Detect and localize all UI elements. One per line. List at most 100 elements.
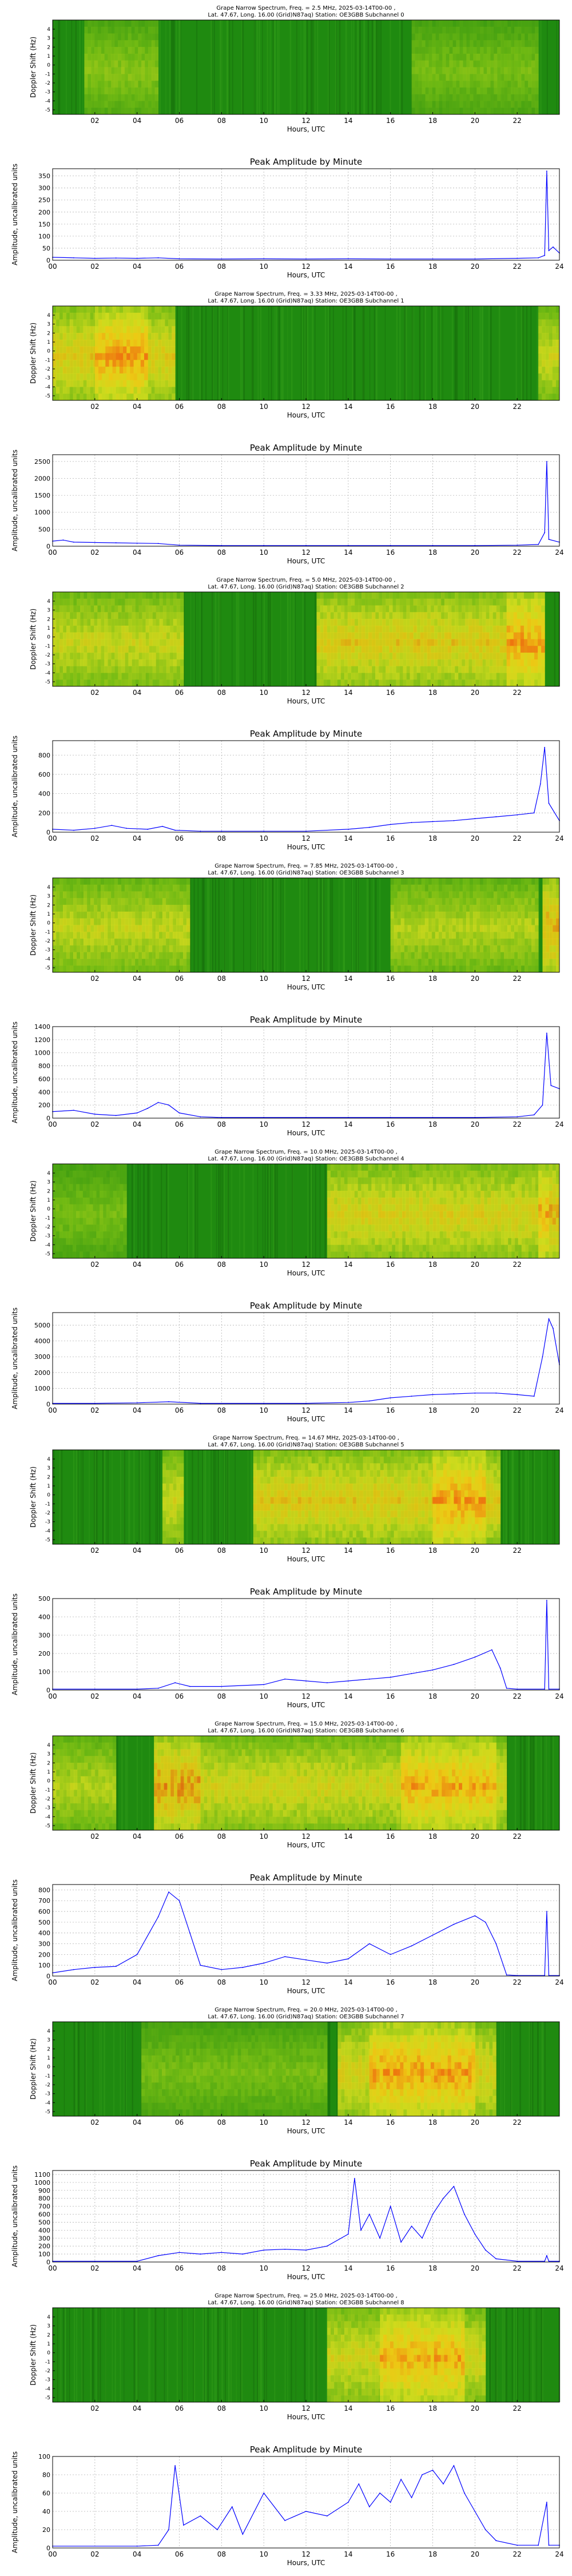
heatmap-cell-1	[407, 639, 411, 646]
heatmap-cell-1	[419, 67, 422, 74]
heatmap-cell-1	[465, 659, 469, 666]
heatmap-cell-1	[320, 619, 324, 626]
heatmap-cell-1	[123, 387, 127, 393]
heatmap-cell-0	[156, 939, 159, 945]
texture-stripe	[201, 592, 202, 686]
heatmap-cell-1	[396, 673, 400, 679]
heatmap-cell-1	[362, 673, 366, 679]
heatmap-cell-1	[351, 612, 355, 619]
heatmap-cell-2	[538, 599, 542, 606]
heatmap-cell-1	[130, 393, 134, 400]
heatmap-cell-0	[84, 679, 88, 686]
heatmap-cell-1	[490, 20, 494, 27]
heatmap-cell-1	[504, 61, 507, 67]
heatmap-cell-1	[379, 639, 383, 646]
heatmap-cell-1	[391, 965, 395, 972]
heatmap-cell-0	[56, 965, 59, 972]
amplitude-point	[94, 542, 96, 543]
heatmap-cell-1	[137, 393, 141, 400]
heatmap-cell-0	[186, 919, 190, 925]
heatmap-cell-0	[87, 965, 90, 972]
heatmap-cell-1	[337, 606, 341, 613]
heatmap-cell-1	[479, 626, 483, 633]
heatmap-cell-1	[497, 74, 500, 81]
texture-stripe	[336, 20, 337, 114]
heatmap-cell-1	[425, 939, 429, 945]
heatmap-cell-2	[514, 666, 518, 673]
heatmap-cell-0	[66, 380, 70, 387]
heatmap-cell-1	[441, 673, 445, 679]
heatmap-cell-0	[77, 347, 80, 353]
heatmap-cell-1	[120, 340, 124, 347]
heatmap-cell-1	[331, 606, 335, 613]
heatmap-cell-1	[95, 360, 99, 367]
heatmap-cell-0	[73, 885, 77, 892]
texture-stripe	[274, 878, 275, 972]
heatmap-cell-0	[59, 673, 63, 679]
heatmap-cell-1	[432, 81, 436, 88]
heatmap-cell-1	[479, 646, 483, 653]
heatmap-cell-1	[479, 619, 483, 626]
heatmap-cell-1	[439, 47, 442, 54]
heatmap-cell-1	[475, 626, 479, 633]
heatmap-cell-1	[500, 633, 504, 639]
heatmap-cell-0	[118, 54, 121, 61]
heatmap-cell-1	[507, 54, 511, 61]
heatmap-cell-0	[168, 393, 172, 400]
heatmap-cell-0	[90, 959, 94, 965]
heatmap-cell-2	[514, 626, 518, 633]
heatmap-cell-1	[504, 47, 507, 54]
heatmap-cell-0	[94, 885, 97, 892]
heatmap-cell-1	[109, 340, 113, 347]
heatmap-cell-1	[396, 599, 400, 606]
heatmap-cell-0	[56, 959, 59, 965]
heatmap-cell-2	[538, 333, 542, 340]
heatmap-cell-1	[368, 659, 372, 666]
heatmap-cell-1	[449, 939, 453, 945]
heatmap-cell-1	[327, 659, 331, 666]
heatmap-cell-0	[108, 959, 111, 965]
heatmap-cell-0	[70, 306, 73, 313]
heatmap-cell-1	[426, 81, 429, 88]
heatmap-cell-0	[90, 387, 93, 393]
heatmap-cell-0	[160, 646, 164, 653]
heatmap-cell-0	[173, 633, 177, 639]
heatmap-cell-0	[125, 939, 128, 945]
heatmap-cell-0	[108, 101, 111, 108]
heatmap-cell-1	[391, 878, 395, 885]
heatmap-cell-0	[56, 340, 59, 347]
amplitude-xtick-label: 00	[48, 263, 57, 271]
heatmap-cell-1	[483, 81, 487, 88]
heatmap-cell-0	[87, 912, 90, 919]
heatmap-cell-1	[507, 81, 511, 88]
heatmap-cell-0	[59, 373, 63, 380]
heatmap-cell-0	[111, 34, 114, 41]
texture-stripe	[304, 306, 305, 400]
heatmap-cell-0	[114, 88, 118, 94]
heatmap-cell-0	[66, 679, 70, 686]
heatmap-cell-1	[422, 101, 426, 108]
heatmap-cell-1	[444, 612, 448, 619]
heatmap-cell-0	[104, 912, 108, 919]
heatmap-cell-1	[434, 612, 438, 619]
heatmap-cell-1	[334, 599, 338, 606]
heatmap-cell-2	[514, 612, 518, 619]
texture-stripe	[380, 20, 382, 114]
heatmap-cell-1	[424, 626, 428, 633]
heatmap-cell-0	[84, 387, 87, 393]
heatmap-cell-1	[428, 945, 432, 952]
heatmap-cell-1	[521, 108, 525, 114]
heatmap-cell-0	[84, 20, 88, 27]
heatmap-cell-0	[141, 88, 145, 94]
heatmap-cell-0	[142, 673, 146, 679]
heatmap-cell-1	[404, 905, 408, 912]
heatmap-cell-1	[500, 54, 504, 61]
heatmap-cell-0	[142, 925, 145, 932]
heatmap-cell-1	[417, 592, 421, 599]
heatmap-cell-0	[141, 40, 145, 47]
heatmap-cell-2	[514, 659, 518, 666]
heatmap-cell-1	[496, 646, 500, 653]
heatmap-cell-1	[435, 892, 439, 899]
heatmap-cell-0	[135, 912, 138, 919]
spectrum-title-line1: Grape Narrow Spectrum, Freq. = 2.5 MHz, …	[216, 5, 395, 11]
